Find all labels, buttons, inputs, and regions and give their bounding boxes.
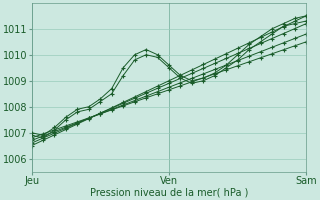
X-axis label: Pression niveau de la mer( hPa ): Pression niveau de la mer( hPa ) xyxy=(90,187,248,197)
